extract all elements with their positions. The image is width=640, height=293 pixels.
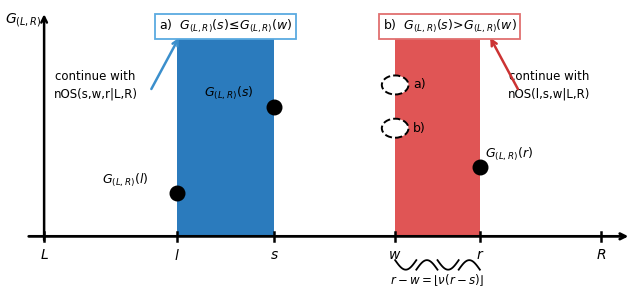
Text: $s$: $s$ [269,248,278,263]
Text: b): b) [413,122,426,135]
Text: $l$: $l$ [174,248,180,263]
Text: continue with: continue with [509,70,589,83]
Point [475,165,485,169]
Bar [395,20,480,236]
Text: a): a) [413,79,426,91]
Text: $r-w=\lfloor\nu(r-s)\rfloor$: $r-w=\lfloor\nu(r-s)\rfloor$ [390,272,484,288]
Point [172,191,182,195]
Text: $G_{(L,R)}(r)$: $G_{(L,R)}(r)$ [484,145,533,163]
Text: b)  $G_{(L,R)}(s)\!>\!G_{(L,R)}(w)$: b) $G_{(L,R)}(s)\!>\!G_{(L,R)}(w)$ [383,18,516,35]
Text: $r$: $r$ [476,248,484,263]
Text: $w$: $w$ [388,248,402,263]
Text: $G_{(L,R)}(s)$: $G_{(L,R)}(s)$ [205,85,254,102]
Text: $L$: $L$ [40,248,49,263]
Text: $G_{(L,R)}(l)$: $G_{(L,R)}(l)$ [102,171,148,189]
Text: nOS(s,w,r|L,R): nOS(s,w,r|L,R) [54,87,138,100]
Text: a)  $G_{(L,R)}(s)\!\leq\!G_{(L,R)}(w)$: a) $G_{(L,R)}(s)\!\leq\!G_{(L,R)}(w)$ [159,18,292,35]
Text: nOS(l,s,w|L,R): nOS(l,s,w|L,R) [508,87,591,100]
Text: continue with: continue with [56,70,136,83]
Circle shape [382,119,408,138]
Text: $G_{(L,R)}$: $G_{(L,R)}$ [4,11,41,29]
Bar [177,20,274,236]
Text: $R$: $R$ [596,248,606,263]
Circle shape [382,75,408,94]
Point [269,104,279,109]
